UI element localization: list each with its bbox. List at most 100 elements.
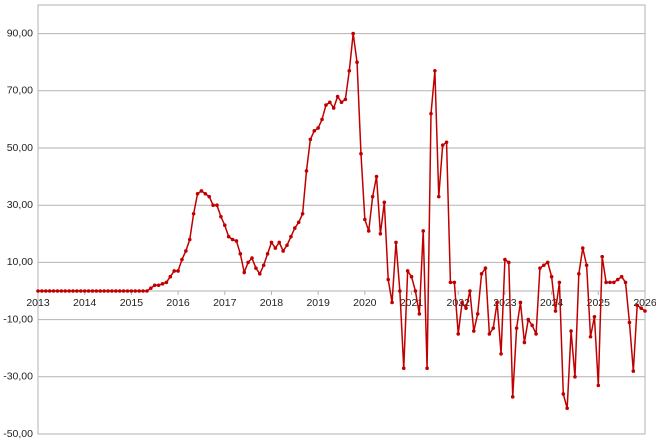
x-tick-label: 2023 bbox=[493, 297, 517, 309]
data-point bbox=[577, 272, 581, 276]
data-point bbox=[82, 289, 87, 293]
data-point bbox=[440, 143, 445, 147]
data-point bbox=[199, 189, 204, 193]
series-line bbox=[38, 33, 646, 409]
x-tick-label: 2015 bbox=[120, 297, 144, 309]
data-point bbox=[63, 289, 68, 293]
data-point bbox=[343, 97, 348, 102]
data-point bbox=[538, 266, 542, 270]
data-point bbox=[580, 246, 585, 250]
data-point bbox=[114, 289, 118, 293]
data-point bbox=[145, 289, 149, 293]
data-point bbox=[254, 266, 258, 270]
data-point bbox=[40, 289, 44, 293]
data-point bbox=[491, 326, 496, 330]
data-point bbox=[452, 280, 457, 285]
data-point bbox=[160, 282, 165, 286]
data-point bbox=[184, 249, 188, 253]
data-point bbox=[631, 369, 636, 373]
plot-frame bbox=[37, 4, 646, 435]
data-point bbox=[121, 289, 126, 293]
data-point bbox=[545, 260, 550, 265]
data-point bbox=[285, 243, 289, 248]
data-point bbox=[549, 274, 554, 279]
data-point bbox=[152, 283, 157, 288]
data-point bbox=[129, 289, 134, 293]
data-point bbox=[180, 257, 184, 262]
data-point bbox=[483, 266, 488, 270]
data-point bbox=[639, 306, 643, 310]
data-point bbox=[565, 406, 569, 411]
data-point bbox=[510, 395, 515, 399]
data-point bbox=[506, 260, 511, 265]
data-point bbox=[479, 272, 484, 276]
data-point bbox=[312, 129, 317, 133]
data-point bbox=[296, 220, 301, 225]
data-point bbox=[86, 289, 91, 293]
data-point bbox=[164, 280, 169, 285]
data-point bbox=[215, 203, 219, 207]
y-tick-label: -50,00 bbox=[3, 428, 33, 440]
data-point bbox=[386, 277, 390, 282]
data-point bbox=[401, 366, 406, 371]
data-point bbox=[534, 332, 538, 336]
data-point bbox=[59, 289, 64, 293]
data-point bbox=[102, 289, 106, 293]
data-point bbox=[495, 300, 499, 305]
data-point bbox=[226, 234, 231, 239]
data-point bbox=[623, 280, 628, 285]
y-tick-label: 90,00 bbox=[7, 27, 33, 39]
y-tick-label: -30,00 bbox=[3, 371, 33, 383]
data-point bbox=[156, 283, 161, 288]
data-point bbox=[51, 289, 56, 293]
data-point bbox=[456, 332, 461, 336]
data-point bbox=[596, 383, 601, 388]
data-point bbox=[250, 256, 254, 260]
data-point bbox=[619, 274, 624, 279]
y-tick-label: 10,00 bbox=[7, 256, 33, 268]
data-point bbox=[281, 249, 285, 253]
data-point bbox=[390, 300, 394, 305]
data-point bbox=[464, 306, 468, 310]
data-point bbox=[293, 226, 297, 230]
data-point bbox=[557, 280, 562, 285]
data-point bbox=[195, 191, 200, 196]
y-tick-label: 30,00 bbox=[7, 199, 33, 211]
data-point bbox=[133, 289, 138, 293]
x-tick-label: 2013 bbox=[26, 297, 50, 309]
data-point bbox=[553, 309, 558, 313]
data-point bbox=[351, 31, 355, 36]
data-point bbox=[417, 312, 422, 316]
data-point bbox=[90, 289, 95, 293]
data-point bbox=[569, 329, 573, 333]
data-point bbox=[584, 263, 589, 268]
data-point bbox=[75, 289, 79, 293]
data-point bbox=[324, 103, 328, 107]
data-point bbox=[187, 237, 192, 242]
data-point bbox=[409, 274, 414, 279]
data-point bbox=[444, 140, 449, 145]
data-point bbox=[207, 194, 212, 199]
data-point bbox=[503, 257, 507, 262]
data-point bbox=[203, 191, 208, 196]
data-point bbox=[55, 289, 60, 293]
data-point bbox=[242, 270, 247, 275]
data-point bbox=[308, 137, 313, 142]
data-point bbox=[433, 68, 437, 73]
data-point bbox=[363, 217, 367, 222]
data-point bbox=[43, 289, 48, 293]
data-point bbox=[592, 314, 597, 319]
data-point bbox=[106, 289, 110, 293]
data-point bbox=[421, 229, 426, 233]
data-point bbox=[261, 263, 266, 268]
data-point bbox=[382, 200, 387, 205]
data-point bbox=[425, 366, 429, 371]
data-point bbox=[436, 194, 441, 199]
x-tick-label: 2020 bbox=[353, 297, 377, 309]
data-point bbox=[265, 252, 270, 256]
data-point bbox=[36, 289, 40, 293]
data-point bbox=[141, 289, 145, 293]
data-point bbox=[277, 240, 282, 245]
y-tick-label: 70,00 bbox=[7, 85, 33, 97]
data-point bbox=[191, 211, 196, 216]
